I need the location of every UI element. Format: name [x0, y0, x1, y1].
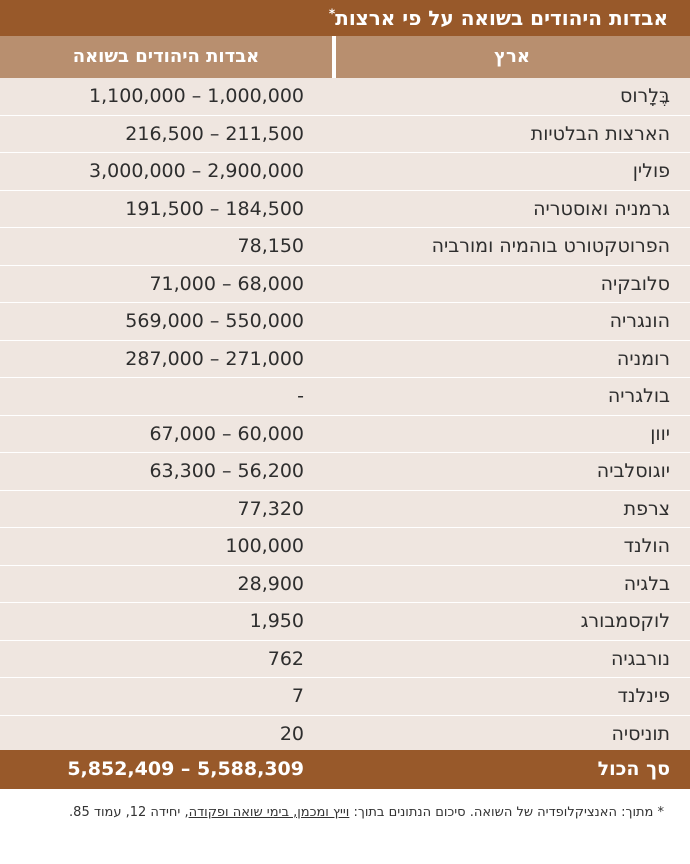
country-cell: הולנד — [623, 535, 670, 557]
header-country: ארץ — [494, 46, 530, 67]
losses-cell: 191,500 – 184,500 — [125, 197, 304, 220]
country-cell: יוון — [650, 422, 670, 445]
losses-cell: 216,500 – 211,500 — [125, 122, 304, 145]
country-cell: סלובקיה — [600, 272, 670, 295]
table-row: יוון 67,000 – 60,000 — [0, 415, 690, 453]
country-cell: בֶּלָרוס — [619, 85, 670, 107]
footnote: * מתוך: האנציקלופדיה של השואה. סיכום הנת… — [24, 802, 664, 824]
country-cell: יוגוסלביה — [596, 460, 670, 482]
table-row: גרמניה ואוסטריה 191,500 – 184,500 — [0, 190, 690, 228]
losses-cell: 1,100,000 – 1,000,000 — [89, 85, 304, 107]
losses-cell: 3,000,000 – 2,900,000 — [89, 160, 304, 182]
title-footnote-mark: * — [328, 6, 336, 21]
table-title-text: אבדות היהודים בשואה על פי ארצות — [335, 6, 668, 30]
table-header-row: ארץ אבדות היהודים בשואה — [0, 36, 690, 78]
country-cell: תוניסיה — [611, 722, 670, 745]
losses-cell: 28,900 — [237, 572, 304, 595]
country-cell: לוקסמבורג — [580, 610, 670, 632]
table-row: לוקסמבורג 1,950 — [0, 603, 690, 641]
losses-cell: 78,150 — [237, 235, 304, 257]
table-row: צרפת 77,320 — [0, 490, 690, 528]
table-row: נורבגיה 762 — [0, 640, 690, 678]
country-cell: פולין — [632, 160, 670, 182]
table-row: הארצות הבלטיות 216,500 – 211,500 — [0, 115, 690, 153]
table-row: פינלנד 7 — [0, 678, 690, 716]
table-row: בֶּלָרוס 1,100,000 – 1,000,000 — [0, 78, 690, 116]
losses-cell: 100,000 — [225, 535, 304, 557]
country-cell: הונגריה — [609, 310, 670, 332]
losses-cell: 762 — [267, 647, 304, 670]
losses-cell: 7 — [291, 685, 304, 707]
table-row: תוניסיה 20 — [0, 715, 690, 753]
country-cell: גרמניה ואוסטריה — [533, 197, 670, 220]
table-title: אבדות היהודים בשואה על פי ארצות* — [0, 0, 690, 36]
losses-cell: 63,300 – 56,200 — [149, 460, 304, 482]
losses-cell: 71,000 – 68,000 — [149, 272, 304, 295]
total-label: סך הכול — [597, 758, 670, 780]
country-cell: נורבגיה — [611, 647, 670, 670]
footnote-reference: , יחידה 12, עמוד 85. — [69, 805, 189, 820]
table-body: בֶּלָרוס 1,100,000 – 1,000,000 הארצות הבלט… — [0, 78, 690, 753]
country-cell: הפרוטקטורט בוהמיה ומורביה — [431, 235, 670, 257]
table-row: רומניה 287,000 – 271,000 — [0, 340, 690, 378]
losses-cell: 569,000 – 550,000 — [125, 310, 304, 332]
losses-cell: - — [297, 385, 304, 407]
country-cell: פינלנד — [617, 685, 670, 707]
footnote-mark: * — [657, 805, 665, 820]
footnote-source: מתוך: האנציקלופדיה של השואה. סיכום הנתונ… — [349, 805, 654, 820]
footnote-book-title: וייץ ומכמן, בימי שואה ופקודה — [188, 805, 350, 820]
header-losses: אבדות היהודים בשואה — [72, 46, 260, 67]
losses-cell: 67,000 – 60,000 — [149, 422, 304, 445]
total-row: סך הכול 5,852,409 – 5,588,309 — [0, 750, 690, 789]
table-row: סלובקיה 71,000 – 68,000 — [0, 265, 690, 303]
table-row: בלגיה 28,900 — [0, 565, 690, 603]
country-cell: בולגריה — [607, 385, 670, 407]
table-row: הולנד 100,000 — [0, 528, 690, 566]
country-cell: צרפת — [623, 497, 670, 520]
table-row: יוגוסלביה 63,300 – 56,200 — [0, 453, 690, 491]
losses-cell: 77,320 — [237, 497, 304, 520]
table-row: הפרוטקטורט בוהמיה ומורביה 78,150 — [0, 228, 690, 266]
table-row: בולגריה - — [0, 378, 690, 416]
losses-cell: 287,000 – 271,000 — [125, 347, 304, 370]
losses-cell: 1,950 — [249, 610, 304, 632]
total-value: 5,852,409 – 5,588,309 — [67, 758, 304, 780]
table-row: פולין 3,000,000 – 2,900,000 — [0, 153, 690, 191]
country-cell: רומניה — [616, 347, 670, 370]
country-cell: הארצות הבלטיות — [530, 122, 670, 145]
country-cell: בלגיה — [623, 572, 670, 595]
table-row: הונגריה 569,000 – 550,000 — [0, 303, 690, 341]
losses-cell: 20 — [279, 722, 304, 745]
